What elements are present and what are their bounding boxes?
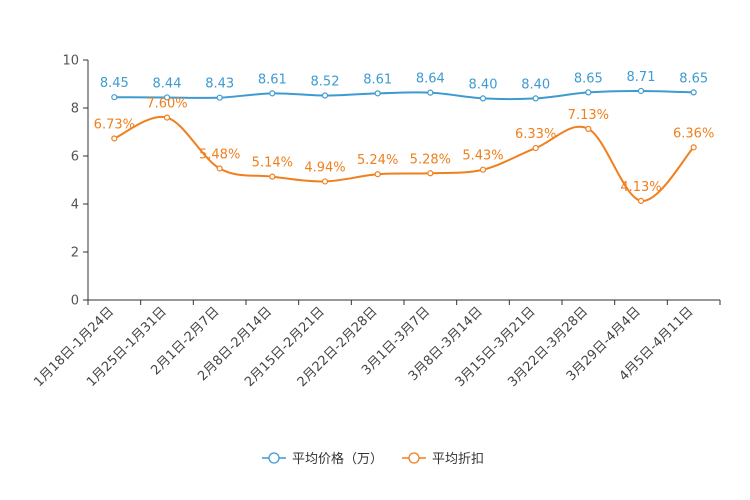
legend-item-0[interactable]: 平均价格（万） [262, 451, 383, 467]
data-label: 8.65 [574, 71, 603, 86]
data-point[interactable] [585, 125, 592, 132]
data-label: 8.61 [363, 72, 392, 87]
legend-label: 平均折扣 [432, 452, 484, 467]
data-point[interactable] [532, 144, 539, 152]
data-label: 8.52 [311, 75, 340, 90]
data-point[interactable] [111, 94, 118, 101]
legend-marker [268, 452, 280, 464]
y-tick-label: 8 [71, 102, 79, 117]
y-tick-label: 6 [71, 150, 79, 165]
data-label: 8.71 [627, 70, 656, 85]
data-label: 7.60% [146, 97, 187, 112]
data-label: 8.40 [469, 77, 498, 92]
data-label: 8.40 [521, 77, 550, 92]
data-label: 6.33% [515, 127, 556, 142]
data-point[interactable] [637, 197, 645, 204]
axes: 02468101月18日-1月24日1月25日-1月31日2月1日-2月7日2月… [31, 54, 721, 390]
data-point[interactable] [374, 90, 381, 97]
data-point[interactable] [690, 89, 697, 96]
data-point[interactable] [321, 92, 329, 99]
data-point[interactable] [163, 114, 171, 121]
series-line-1 [113, 115, 695, 202]
data-label: 8.43 [205, 77, 234, 92]
data-point[interactable] [216, 165, 223, 172]
data-point[interactable] [427, 89, 434, 96]
data-point[interactable] [585, 89, 592, 96]
y-tick-label: 10 [62, 54, 79, 69]
data-label: 5.43% [462, 149, 503, 164]
series-lines [113, 89, 695, 202]
data-label: 8.64 [416, 72, 445, 87]
series-line-0 [114, 89, 694, 101]
data-point[interactable] [269, 173, 276, 180]
data-point[interactable] [637, 87, 645, 95]
data-label: 5.14% [252, 156, 293, 171]
data-label: 8.65 [679, 71, 708, 86]
data-label: 5.48% [199, 147, 240, 162]
data-label: 8.44 [153, 76, 182, 91]
data-point[interactable] [111, 135, 118, 142]
legend-label: 平均价格（万） [292, 451, 383, 467]
series-points [111, 87, 697, 204]
y-tick-label: 0 [71, 294, 79, 309]
data-point[interactable] [690, 144, 697, 151]
data-label: 6.73% [94, 117, 135, 132]
data-point[interactable] [163, 94, 171, 101]
y-tick-label: 4 [71, 198, 79, 213]
data-labels: 8.45 8.44 8.43 8.61 8.52 8.61 8.64 8.40 8.40 8.65… [94, 70, 715, 195]
data-label: 4.94% [304, 160, 345, 175]
legend-item-1[interactable]: 平均折扣 [402, 452, 484, 467]
y-tick-label: 2 [71, 246, 79, 261]
data-point[interactable] [427, 170, 434, 177]
data-point[interactable] [479, 95, 487, 102]
data-point[interactable] [216, 94, 223, 101]
data-label: 5.28% [410, 152, 451, 167]
data-point[interactable] [374, 171, 381, 178]
data-point[interactable] [479, 166, 487, 173]
data-label: 4.13% [620, 180, 661, 195]
data-label: 5.24% [357, 153, 398, 168]
data-label: 8.61 [258, 72, 287, 87]
legend[interactable]: 平均价格（万） 平均折扣 [262, 451, 484, 467]
data-label: 7.13% [568, 108, 609, 123]
legend-marker [408, 452, 420, 464]
data-label: 6.36% [673, 126, 714, 141]
data-label: 8.45 [100, 76, 129, 91]
data-point[interactable] [321, 178, 329, 185]
data-point[interactable] [532, 95, 539, 102]
data-point[interactable] [269, 90, 276, 97]
